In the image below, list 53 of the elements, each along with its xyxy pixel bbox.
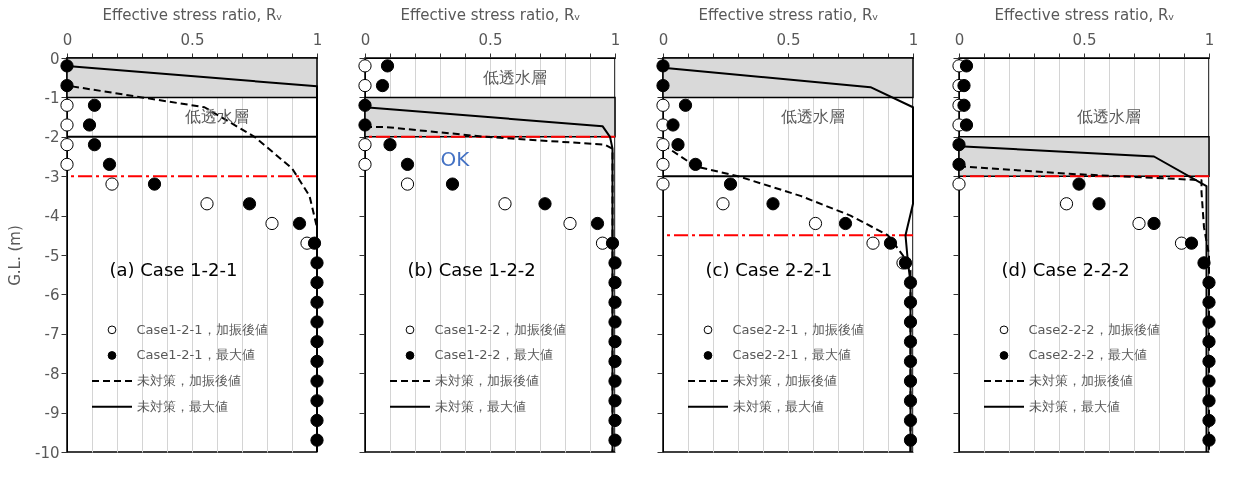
x-tick-label: 0 xyxy=(360,30,371,49)
annotation: (c) Case 2-2-1 xyxy=(705,258,833,280)
y-tick-label: -9 xyxy=(44,404,60,423)
x-tick-label: 0 xyxy=(62,30,73,49)
y-tick-label: 0 xyxy=(49,49,60,68)
annotation: OK xyxy=(440,147,471,172)
x-tick-label: 1 xyxy=(1204,30,1215,49)
x-tick-label: 1 xyxy=(312,30,323,49)
legend-label: 未対策，最大値 xyxy=(1028,398,1120,414)
band-label: 低透水層 xyxy=(781,107,845,127)
legend-label: Case2-2-2，最大値 xyxy=(1028,347,1147,363)
legend-label: Case2-2-2，加振後値 xyxy=(1028,321,1160,337)
legend-label: Case2-2-1，加振後値 xyxy=(732,321,864,337)
band-label: 低透水層 xyxy=(483,67,547,87)
band-label: 低透水層 xyxy=(1077,107,1141,127)
annotation: (a) Case 1-2-1 xyxy=(109,258,238,280)
y-axis-title: G.L. (m) xyxy=(6,225,24,286)
legend-label: Case2-2-1，最大値 xyxy=(732,347,851,363)
legend-label: 未対策，最大値 xyxy=(434,398,526,414)
x-tick-label: 1 xyxy=(610,30,621,49)
legend-label: 未対策，加振後値 xyxy=(732,373,837,389)
x-axis-title: Effective stress ratio, Rᵥ xyxy=(698,5,879,24)
x-axis-title: Effective stress ratio, Rᵥ xyxy=(400,5,581,24)
x-tick-label: 0.5 xyxy=(1072,30,1097,49)
x-tick-label: 0 xyxy=(658,30,669,49)
legend-label: 未対策，最大値 xyxy=(732,398,824,414)
y-tick-label: -1 xyxy=(44,88,60,107)
y-tick-label: -10 xyxy=(35,443,60,462)
band-label: 低透水層 xyxy=(185,107,249,127)
x-tick-label: 0.5 xyxy=(180,30,205,49)
x-axis-title: Effective stress ratio, Rᵥ xyxy=(994,5,1175,24)
legend-label: Case1-2-2，最大値 xyxy=(434,347,553,363)
x-tick-label: 0.5 xyxy=(478,30,503,49)
y-tick-label: -3 xyxy=(44,167,60,186)
x-tick-label: 1 xyxy=(908,30,919,49)
legend-label: Case1-2-1，加振後値 xyxy=(136,321,268,337)
y-tick-label: -2 xyxy=(44,128,60,147)
legend-label: Case1-2-1，最大値 xyxy=(136,347,255,363)
y-tick-label: -4 xyxy=(44,207,60,226)
y-tick-label: -6 xyxy=(44,285,60,304)
legend-label: 未対策，加振後値 xyxy=(136,373,241,389)
legend-label: Case1-2-2，加振後値 xyxy=(434,321,566,337)
y-tick-label: -7 xyxy=(44,325,60,344)
legend-label: 未対策，加振後値 xyxy=(1028,373,1133,389)
y-tick-label: -5 xyxy=(44,246,60,265)
legend-label: 未対策，最大値 xyxy=(136,398,228,414)
y-tick-label: -8 xyxy=(44,364,60,383)
x-axis-title: Effective stress ratio, Rᵥ xyxy=(102,5,283,24)
x-tick-label: 0.5 xyxy=(776,30,801,49)
legend-label: 未対策，加振後値 xyxy=(434,373,539,389)
annotation: (d) Case 2-2-2 xyxy=(1001,258,1130,280)
annotation: (b) Case 1-2-2 xyxy=(407,258,536,280)
x-tick-label: 0 xyxy=(954,30,965,49)
